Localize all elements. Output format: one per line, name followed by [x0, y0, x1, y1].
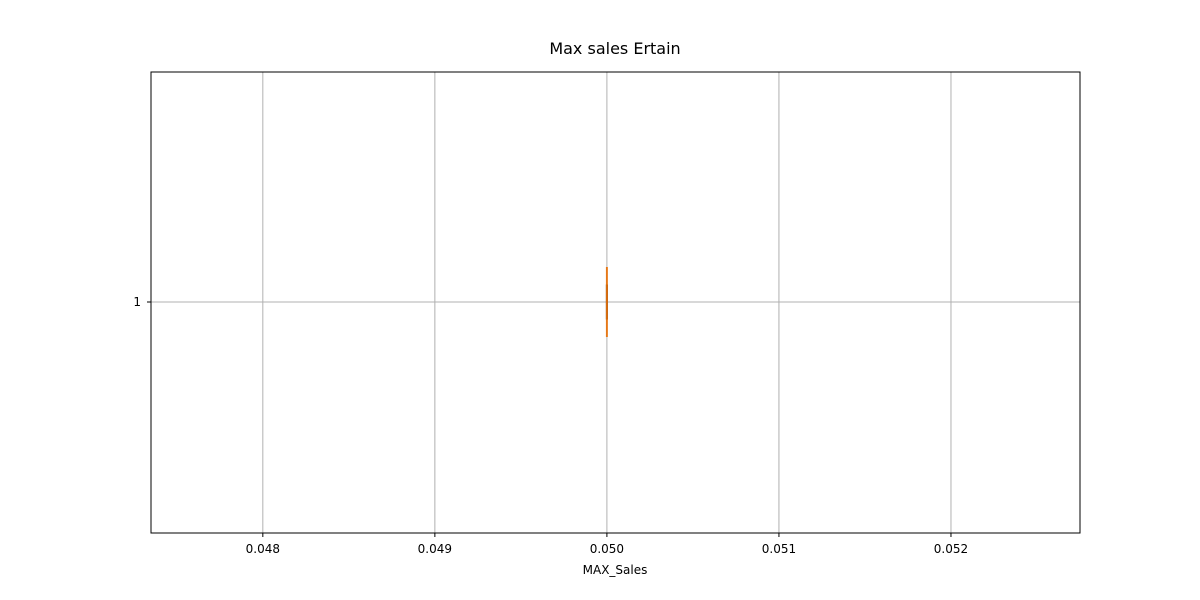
chart-title: Max sales Ertain — [549, 39, 680, 58]
x-tick-label: 0.049 — [418, 542, 452, 556]
x-tick-label: 0.048 — [246, 542, 280, 556]
x-tick-label: 0.050 — [590, 542, 624, 556]
x-axis-label: MAX_Sales — [583, 563, 648, 577]
box-plot — [605, 267, 608, 337]
x-tick-label: 0.051 — [762, 542, 796, 556]
x-axis: 0.048 0.049 0.050 0.051 0.052 — [246, 533, 968, 556]
x-tick-label: 0.052 — [934, 542, 968, 556]
y-tick-label: 1 — [133, 295, 141, 309]
y-axis: 1 — [133, 295, 151, 309]
